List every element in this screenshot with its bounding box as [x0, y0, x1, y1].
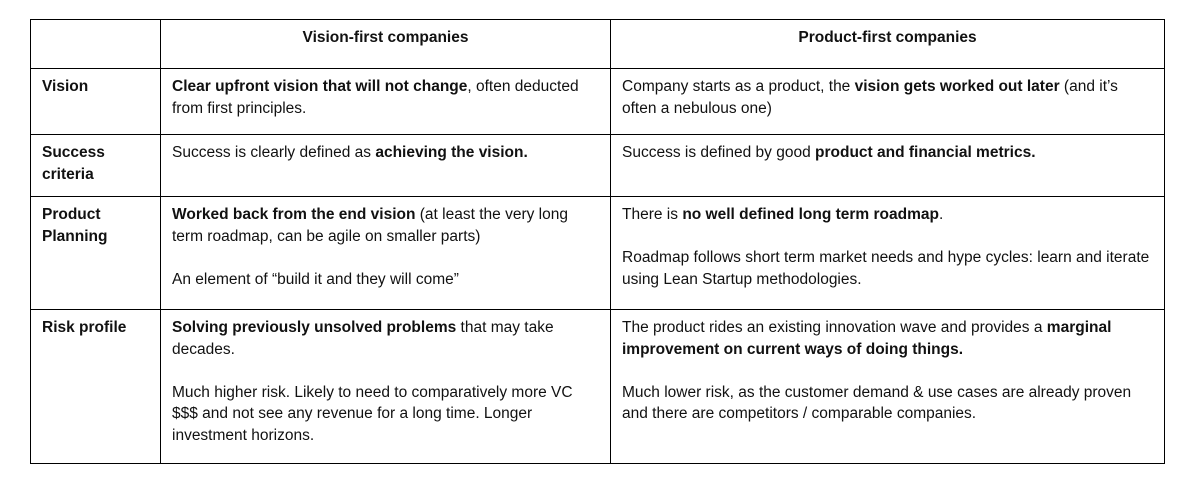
header-product-first-companies: Product-first companies — [610, 19, 1165, 69]
table-row-product-planning: Product Planning Worked back from the en… — [30, 196, 1165, 310]
table-row-vision: Vision Clear upfront vision that will no… — [30, 68, 1165, 135]
cell-product-planning-product-first: There is no well defined long term roadm… — [610, 196, 1165, 310]
cell-vision-vision-first: Clear upfront vision that will not chang… — [160, 68, 611, 135]
row-label-vision: Vision — [30, 68, 161, 135]
row-label-success-criteria: Success criteria — [30, 134, 161, 197]
comparison-table: Vision-first companies Product-first com… — [30, 19, 1165, 464]
cell-risk-profile-product-first: The product rides an existing innovation… — [610, 309, 1165, 464]
cell-vision-product-first: Company starts as a product, the vision … — [610, 68, 1165, 135]
table-row-risk-profile: Risk profile Solving previously unsolved… — [30, 309, 1165, 464]
cell-success-criteria-product-first: Success is defined by good product and f… — [610, 134, 1165, 197]
header-vision-first-companies: Vision-first companies — [160, 19, 611, 69]
cell-success-criteria-vision-first: Success is clearly defined as achieving … — [160, 134, 611, 197]
row-label-product-planning: Product Planning — [30, 196, 161, 310]
header-row: Vision-first companies Product-first com… — [30, 19, 1165, 69]
cell-product-planning-vision-first: Worked back from the end vision (at leas… — [160, 196, 611, 310]
row-label-risk-profile: Risk profile — [30, 309, 161, 464]
table-row-success-criteria: Success criteria Success is clearly defi… — [30, 134, 1165, 197]
corner-cell — [30, 19, 161, 69]
cell-risk-profile-vision-first: Solving previously unsolved problems tha… — [160, 309, 611, 464]
